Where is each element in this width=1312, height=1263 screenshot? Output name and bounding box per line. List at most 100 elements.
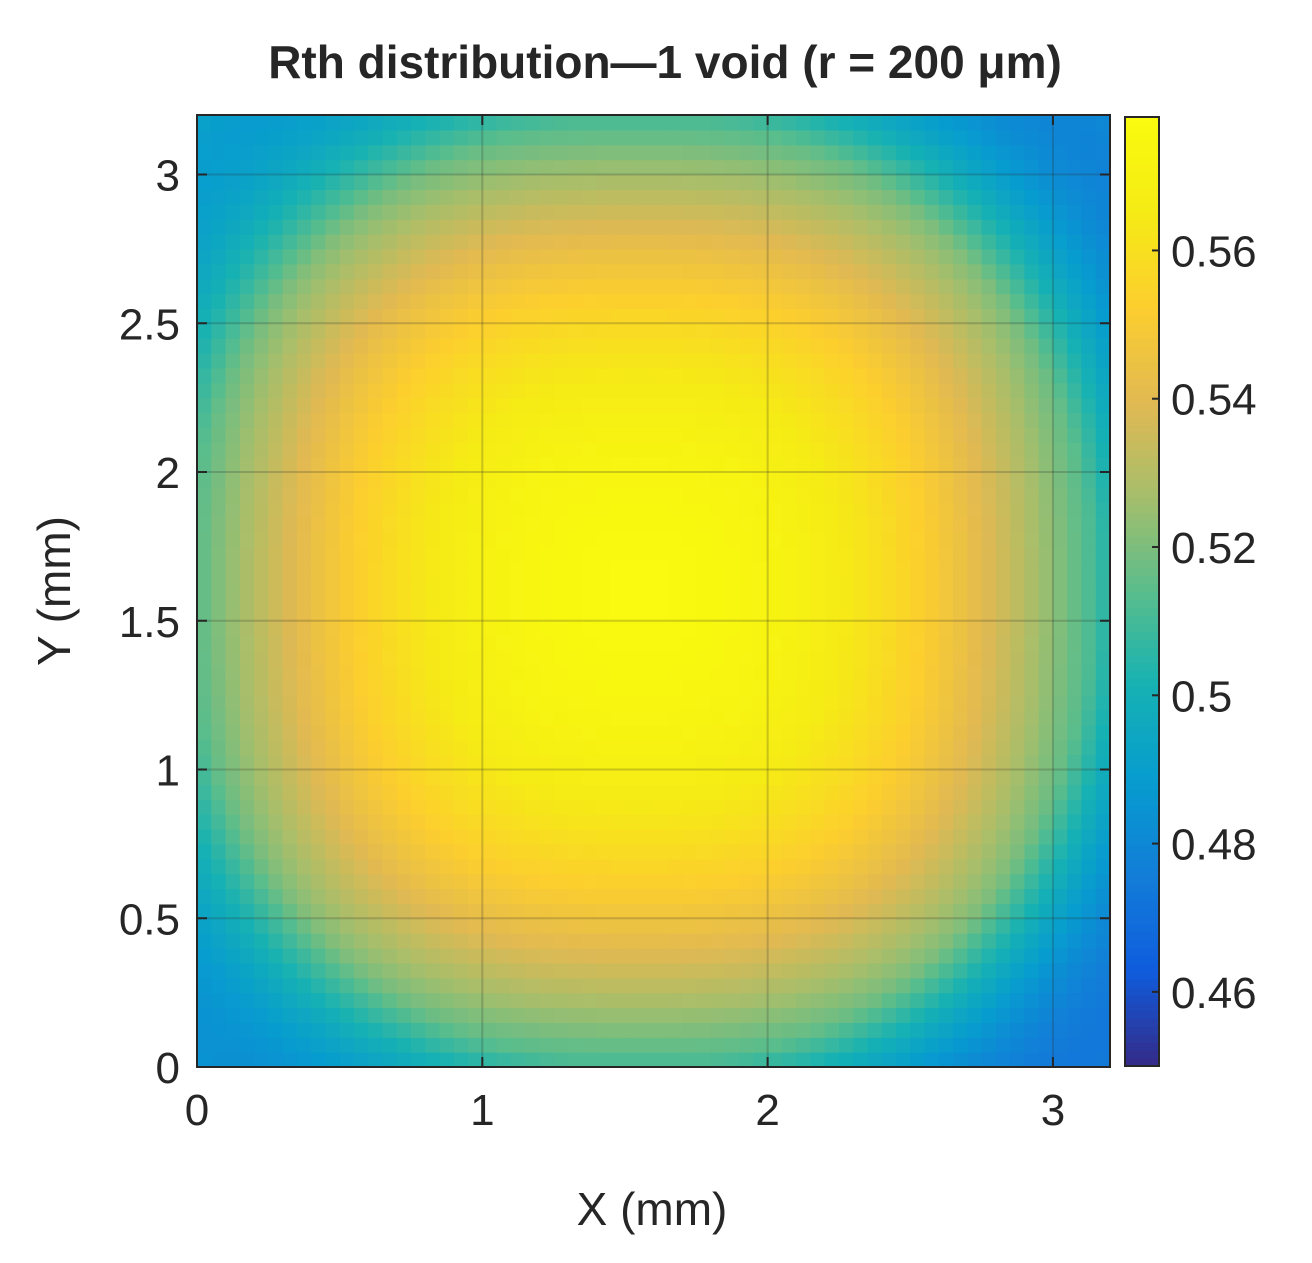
heatmap-cell bbox=[311, 1052, 326, 1067]
heatmap-cell bbox=[767, 234, 783, 250]
heatmap-cell bbox=[896, 888, 911, 904]
heatmap-cell bbox=[453, 784, 469, 800]
heatmap-cell bbox=[325, 1037, 341, 1053]
heatmap-cell bbox=[425, 472, 441, 488]
heatmap-cell bbox=[981, 278, 997, 295]
heatmap-cell bbox=[739, 531, 754, 547]
heatmap-cell bbox=[539, 1037, 555, 1053]
heatmap-cell bbox=[368, 129, 384, 146]
heatmap-cell bbox=[910, 472, 926, 488]
heatmap-cell bbox=[339, 665, 355, 681]
heatmap-cell bbox=[1095, 129, 1110, 146]
heatmap-cell bbox=[1010, 442, 1026, 458]
heatmap-cell bbox=[1081, 546, 1097, 562]
plot-frame bbox=[196, 114, 1111, 1068]
heatmap-cell bbox=[239, 962, 255, 979]
heatmap-cell bbox=[696, 962, 712, 979]
heatmap-cell bbox=[468, 903, 483, 919]
heatmap-cell bbox=[824, 442, 840, 458]
heatmap-cell bbox=[339, 605, 355, 622]
heatmap-cell bbox=[710, 754, 726, 771]
heatmap-cell bbox=[368, 472, 384, 488]
heatmap-cell bbox=[781, 263, 797, 280]
heatmap-cell bbox=[682, 412, 697, 428]
heatmap-cell bbox=[1095, 858, 1110, 875]
heatmap-cell bbox=[981, 204, 997, 220]
heatmap-cell bbox=[838, 472, 854, 488]
heatmap-cell bbox=[1038, 576, 1054, 592]
heatmap-cell bbox=[382, 486, 398, 503]
heatmap-cell bbox=[710, 888, 726, 904]
heatmap-cell bbox=[667, 516, 683, 533]
heatmap-cell bbox=[1067, 293, 1083, 309]
heatmap-cell bbox=[781, 977, 797, 994]
heatmap-cell bbox=[496, 531, 512, 547]
heatmap-cell bbox=[739, 263, 754, 280]
colorbar-segment bbox=[1125, 259, 1159, 268]
heatmap-cell bbox=[468, 263, 483, 280]
heatmap-cell bbox=[225, 591, 241, 607]
heatmap-cell bbox=[453, 962, 469, 979]
heatmap-cell bbox=[396, 427, 412, 443]
heatmap-cell bbox=[510, 754, 526, 771]
colorbar-tick-label: 0.56 bbox=[1171, 227, 1257, 276]
heatmap-cell bbox=[296, 888, 312, 904]
heatmap-cell bbox=[696, 442, 712, 458]
heatmap-cell bbox=[496, 263, 512, 280]
heatmap-cell bbox=[353, 739, 369, 756]
heatmap-cell bbox=[781, 442, 797, 458]
heatmap-cell bbox=[739, 293, 754, 309]
heatmap-cell bbox=[282, 605, 298, 622]
heatmap-cell bbox=[1052, 367, 1068, 384]
heatmap-cell bbox=[896, 159, 911, 176]
heatmap-cell bbox=[325, 799, 341, 815]
heatmap-cell bbox=[810, 501, 826, 518]
heatmap-cell bbox=[710, 695, 726, 711]
heatmap-cell bbox=[724, 219, 740, 235]
heatmap-cell bbox=[482, 486, 498, 503]
heatmap-cell bbox=[639, 472, 655, 488]
heatmap-cell bbox=[1010, 412, 1026, 428]
heatmap-cell bbox=[239, 561, 255, 577]
heatmap-cell bbox=[567, 204, 583, 220]
heatmap-cell bbox=[739, 234, 754, 250]
heatmap-cell bbox=[653, 457, 669, 473]
heatmap-cell bbox=[967, 144, 983, 161]
heatmap-cell bbox=[339, 829, 355, 845]
colorbar-segment bbox=[1125, 678, 1159, 687]
heatmap-cell bbox=[268, 234, 284, 250]
heatmap-cell bbox=[296, 174, 312, 190]
heatmap-cell bbox=[781, 784, 797, 800]
heatmap-cell bbox=[767, 1022, 783, 1038]
heatmap-cell bbox=[667, 189, 683, 205]
heatmap-cell bbox=[667, 992, 683, 1009]
heatmap-cell bbox=[325, 962, 341, 979]
heatmap-cell bbox=[496, 858, 512, 875]
heatmap-cell bbox=[838, 814, 854, 830]
heatmap-cell bbox=[582, 397, 598, 414]
heatmap-cell bbox=[553, 129, 569, 146]
heatmap-cell bbox=[539, 576, 555, 592]
heatmap-cell bbox=[696, 263, 712, 280]
heatmap-cell bbox=[225, 219, 241, 235]
heatmap-cell bbox=[296, 353, 312, 369]
heatmap-cell bbox=[1095, 903, 1110, 919]
heatmap-cell bbox=[781, 546, 797, 562]
heatmap-cell bbox=[710, 278, 726, 295]
heatmap-cell bbox=[810, 308, 826, 324]
heatmap-cell bbox=[696, 739, 712, 756]
heatmap-cell bbox=[567, 129, 583, 146]
heatmap-cell bbox=[1067, 754, 1083, 771]
heatmap-cell bbox=[753, 427, 769, 443]
heatmap-cell bbox=[1081, 650, 1097, 666]
heatmap-cell bbox=[1095, 472, 1110, 488]
heatmap-cell bbox=[796, 635, 812, 652]
heatmap-cell bbox=[525, 977, 540, 994]
heatmap-cell bbox=[967, 933, 983, 949]
heatmap-cell bbox=[553, 992, 569, 1009]
heatmap-cell bbox=[468, 546, 483, 562]
heatmap-cell bbox=[824, 576, 840, 592]
heatmap-cell bbox=[439, 472, 455, 488]
heatmap-cell bbox=[639, 338, 655, 354]
heatmap-cell bbox=[739, 367, 754, 384]
